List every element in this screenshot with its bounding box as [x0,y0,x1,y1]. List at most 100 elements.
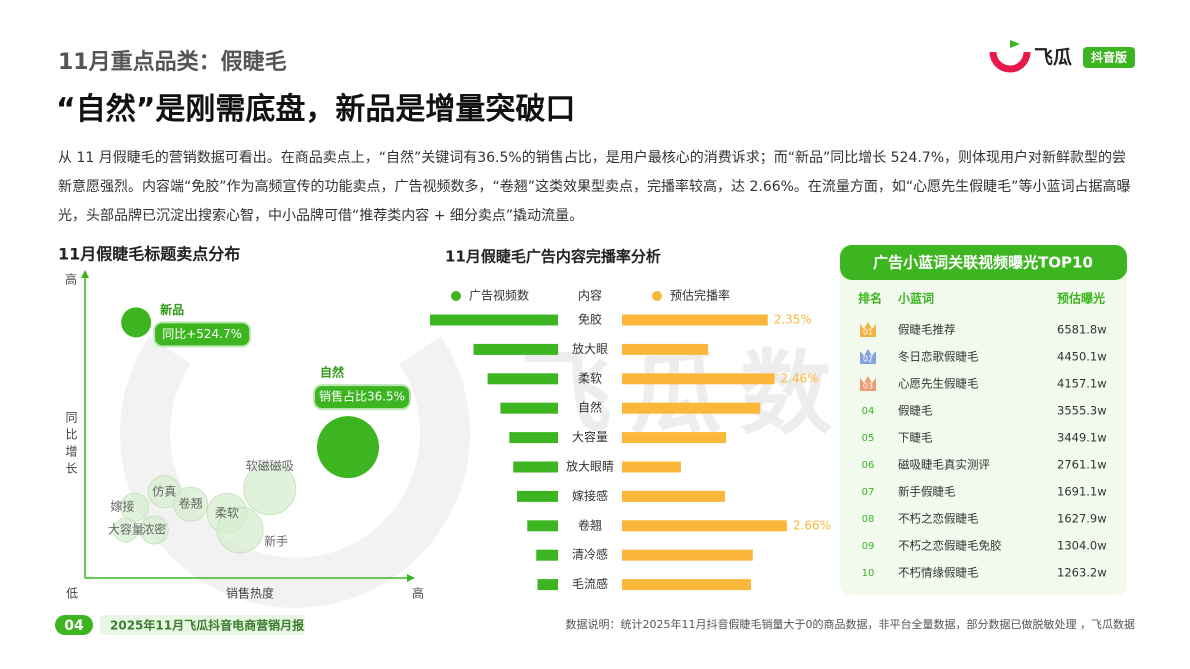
category-label: 自然 [578,400,602,415]
rank: 10 [862,568,875,579]
bubble [121,307,152,338]
keyword: 假睫毛推荐 [898,323,956,337]
table-header: 排名 [858,291,882,306]
logo-badge: 抖音版 [1091,50,1127,65]
bar [430,314,558,326]
exposure: 4450.1w [1057,350,1107,364]
report-bg [100,615,305,635]
bar [622,549,753,561]
bubble-label: 仿真 [152,484,176,498]
keyword: 不朽之恋假睫毛免胶 [898,539,1002,553]
bubble-label: 嫁接 [110,499,134,514]
exposure: 6581.8w [1057,323,1107,337]
legend-swatch [451,291,461,301]
logo: 飞瓜 抖音版 [989,40,1135,73]
bar [622,520,787,532]
category-label: 大容量 [572,429,608,444]
y-arrow [81,270,89,278]
rank: 01 [863,328,873,337]
bar [622,343,709,355]
exposure: 3449.1w [1057,431,1107,445]
bubble [243,462,297,516]
report-name: 2025年11月飞瓜抖音电商营销月报 [110,618,304,633]
keyword: 冬日恋歌假睫毛 [898,350,979,364]
table-header: 预估曝光 [1057,291,1105,306]
bar [622,402,761,414]
exposure: 1263.2w [1057,566,1107,580]
callout-bg [313,384,412,411]
bubble-label: 卷翘 [179,496,203,511]
x-arrow [407,574,415,582]
rank: 09 [862,541,875,552]
callout: 同比+524.7% [162,327,242,341]
callout: 销售占比36.5% [319,389,405,404]
bar [536,549,558,561]
exposure: 1304.0w [1057,539,1107,553]
value-label: 2.35% [774,313,812,327]
rank: 04 [862,406,875,417]
category-label: 清冷感 [572,547,608,562]
exposure: 3555.3w [1057,404,1107,418]
legend-label: 广告视频数 [469,288,529,303]
bar [622,373,775,385]
bar [500,402,558,414]
logo-text: 飞瓜 [1034,47,1072,69]
bar [517,490,558,502]
logo-badge-bg [1083,47,1135,68]
bubble-label: 新手 [264,533,288,548]
bg-logo [120,336,470,608]
headline: “自然”是刚需底盘，新品是增量突破口 [56,92,576,127]
footnote: 数据说明：统计2025年11月抖音假睫毛销量大于0的商品数据，非平台全量数据，部… [566,617,1135,631]
exposure: 1627.9w [1057,512,1107,526]
bar [622,490,725,502]
bar [537,579,558,591]
medal [860,349,876,364]
bar [527,520,558,532]
bar [622,432,727,444]
keyword: 不朽之恋假睫毛 [898,512,979,526]
table-title-bg [840,245,1127,280]
x-tick-label: 低 [66,587,78,601]
bar [513,461,558,473]
rank: 03 [863,382,873,391]
rank: 07 [862,487,875,498]
page-number: 04 [64,618,84,634]
exposure: 4157.1w [1057,377,1107,391]
exposure: 1691.1w [1057,485,1107,499]
category-label: 毛流感 [572,576,608,591]
rank: 02 [863,355,873,364]
table-bg [840,245,1127,595]
value-label: 2.46% [781,371,819,385]
bar [622,314,768,326]
section-title: 11月重点品类：假睫毛 [58,50,287,75]
keyword: 心愿先生假睫毛 [898,377,979,391]
legend-swatch [652,291,662,301]
table-header: 小蓝词 [898,291,934,306]
chart-title: 11月假睫毛标题卖点分布 [58,245,240,264]
bubble-label: 自然 [320,365,344,380]
logo-leaf [1010,40,1020,48]
value-label: 2.66% [793,518,831,532]
category-label: 卷翘 [578,517,602,532]
bar [509,432,558,444]
category-label: 放大眼睛 [566,459,614,474]
page-badge [55,615,93,635]
x-tick-label: 高 [412,586,424,601]
bubble-label: 软磁磁吸 [246,458,294,473]
bar [622,461,681,473]
rank: 06 [862,460,875,471]
bubble [173,486,209,522]
logo-icon [989,51,1031,73]
intro: 从 11 月假睫毛的营销数据可看出。在商品卖点上，“自然”关键词有36.5%的销… [58,150,1131,224]
keyword: 新手假睫毛 [898,485,956,499]
y-axis-label: 同比增长 [64,411,78,479]
keyword: 假睫毛 [898,404,933,418]
bubble-label: 大容量 [108,521,144,536]
category-label: 柔软 [578,371,602,385]
bar [622,579,751,591]
legend-label: 预估完播率 [670,288,730,303]
bubble [139,515,169,545]
keyword: 不朽情缘假睫毛 [898,566,979,580]
